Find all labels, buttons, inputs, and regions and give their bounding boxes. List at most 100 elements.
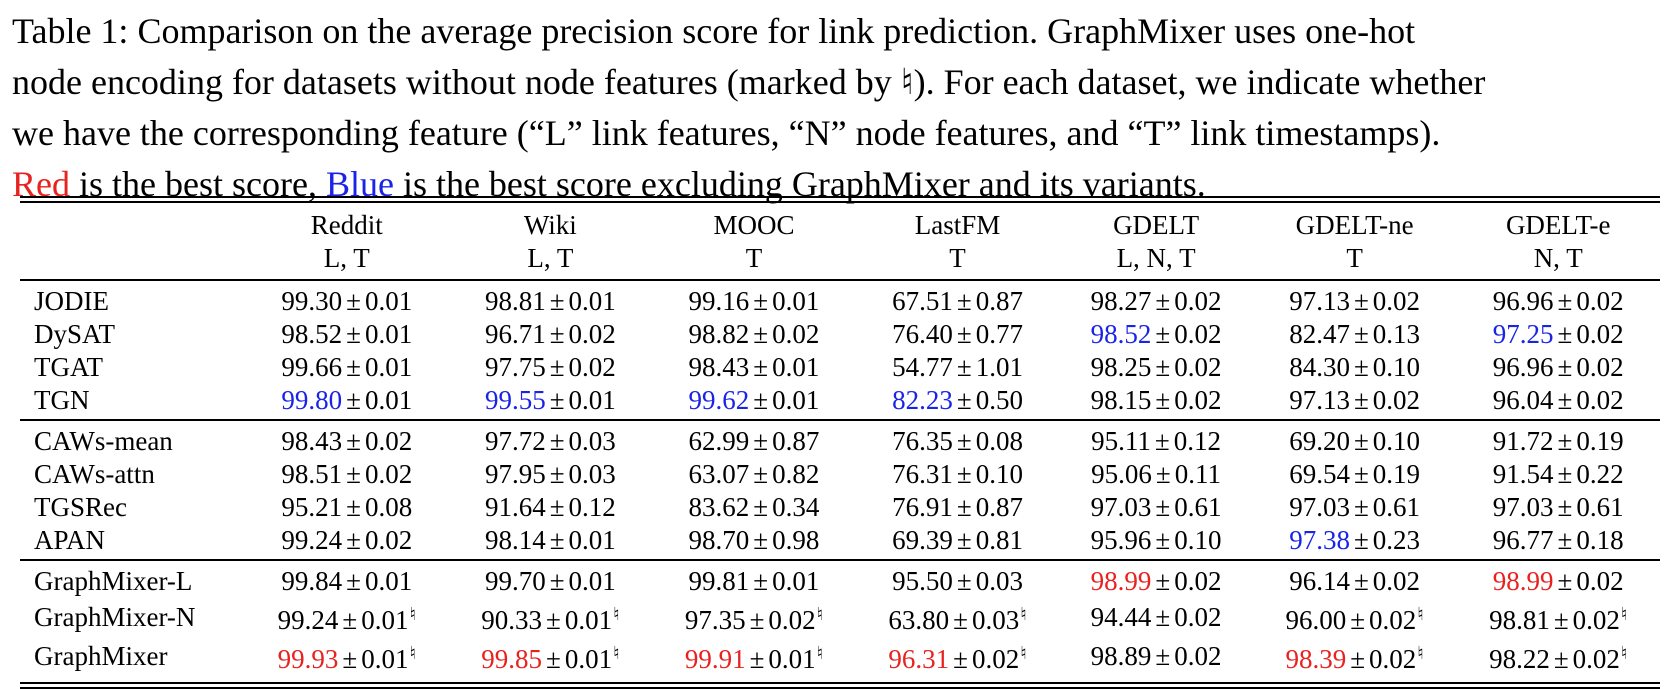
score-cell: 99.85 ±0.01♮ xyxy=(449,637,653,678)
score-mean: 98.70 xyxy=(688,525,750,555)
score-std: 0.19 xyxy=(1372,459,1421,489)
score-cell: 98.52 ±0.01 xyxy=(245,318,449,351)
score-cell: 98.70 ±0.98 xyxy=(652,524,856,560)
plus-minus-symbol: ± xyxy=(753,319,769,349)
score-mean: 95.50 xyxy=(892,566,953,596)
score-cell: 98.81 ±0.01 xyxy=(448,279,653,318)
plus-minus-symbol: ± xyxy=(1350,644,1366,674)
plus-minus-symbol: ± xyxy=(1557,385,1573,415)
score-std: 0.01 xyxy=(364,385,413,415)
score-std: 0.82 xyxy=(772,459,820,489)
plus-minus-symbol: ± xyxy=(1353,566,1369,596)
score-cell: 63.07 ±0.82 xyxy=(652,458,856,491)
score-cell: 82.47 ±0.13 xyxy=(1253,318,1457,351)
plus-minus-symbol: ± xyxy=(753,286,769,316)
score-mean: 96.96 xyxy=(1492,286,1554,316)
score-std: 0.50 xyxy=(975,385,1023,415)
plus-minus-symbol: ± xyxy=(1553,605,1569,635)
table-row: TGAT 99.66 ±0.01 97.75 ±0.02 98.43 ±0.01 54.77 ±… xyxy=(20,351,1660,384)
score-cell: 97.03 ±0.61 xyxy=(1253,491,1457,524)
score-cell: 96.77 ±0.18 xyxy=(1456,524,1660,560)
score-mean: 97.95 xyxy=(484,459,546,489)
score-mean: 98.39 xyxy=(1285,644,1347,674)
caption-line-3: we have the corresponding feature (“L” l… xyxy=(12,113,1441,153)
score-cell: 76.40 ±0.77 xyxy=(856,318,1060,351)
score-mean: 98.99 xyxy=(1492,566,1554,596)
plus-minus-symbol: ± xyxy=(346,352,361,382)
plus-minus-symbol: ± xyxy=(545,644,561,674)
score-std: 0.81 xyxy=(975,525,1023,555)
score-std: 0.01 xyxy=(768,644,816,674)
score-mean: 62.99 xyxy=(688,426,750,456)
score-cell: 98.14 ±0.01 xyxy=(449,524,653,560)
score-std: 0.22 xyxy=(1576,459,1624,489)
score-mean: 99.93 xyxy=(277,644,339,674)
score-std: 0.02 xyxy=(1572,644,1620,674)
score-mean: 97.25 xyxy=(1492,319,1554,349)
table-row: GraphMixer-L 99.84 ±0.01 99.70 ±0.01 99.81 ±0.… xyxy=(20,559,1660,598)
score-mean: 96.04 xyxy=(1492,385,1554,415)
plus-minus-symbol: ± xyxy=(956,525,972,555)
score-mean: 98.43 xyxy=(688,352,750,382)
score-cell: 97.95 ±0.03 xyxy=(449,458,653,491)
score-mean: 54.77 xyxy=(892,352,953,382)
score-std: 0.02 xyxy=(1174,352,1222,382)
score-mean: 99.62 xyxy=(688,385,750,415)
plus-minus-symbol: ± xyxy=(956,426,972,456)
score-std: 0.02 xyxy=(364,426,413,456)
score-mean: 94.44 xyxy=(1090,602,1152,632)
plus-minus-symbol: ± xyxy=(956,286,972,316)
score-cell: 99.80 ±0.01 xyxy=(245,384,449,420)
score-std: 0.01 xyxy=(568,286,616,316)
score-std: 0.01 xyxy=(772,385,820,415)
score-mean: 76.91 xyxy=(892,492,953,522)
score-mean: 97.75 xyxy=(484,352,546,382)
method-name: DySAT xyxy=(34,319,116,349)
score-cell: 99.81 ±0.01 xyxy=(652,559,856,598)
score-cell: 76.31 ±0.10 xyxy=(856,458,1060,491)
plus-minus-symbol: ± xyxy=(1557,426,1573,456)
score-std: 0.01 xyxy=(564,605,613,635)
score-cell: 69.20 ±0.10 xyxy=(1252,419,1457,458)
score-cell: 97.35 ±0.02♮ xyxy=(652,598,856,637)
plus-minus-symbol: ± xyxy=(956,566,972,596)
score-std: 0.02 xyxy=(568,352,616,382)
plus-minus-symbol: ± xyxy=(549,352,565,382)
plus-minus-symbol: ± xyxy=(753,352,769,382)
caption-line-2: node encoding for datasets without node … xyxy=(12,62,1486,102)
plus-minus-symbol: ± xyxy=(1155,286,1171,316)
score-mean: 97.35 xyxy=(684,605,746,635)
plus-minus-symbol: ± xyxy=(549,385,565,415)
score-std: 0.02 xyxy=(1576,352,1624,382)
plus-minus-symbol: ± xyxy=(953,605,968,635)
plus-minus-symbol: ± xyxy=(753,525,769,555)
column-header-gdelt-e: GDELT-e xyxy=(1505,210,1611,240)
column-header-wiki: Wiki xyxy=(523,210,577,240)
score-cell: 97.75 ±0.02 xyxy=(449,351,653,384)
plus-minus-symbol: ± xyxy=(1155,492,1171,522)
score-std: 0.77 xyxy=(975,319,1023,349)
score-std: 0.98 xyxy=(772,525,820,555)
plus-minus-symbol: ± xyxy=(1353,492,1369,522)
score-std: 0.61 xyxy=(1372,492,1421,522)
score-cell: 98.43 ±0.01 xyxy=(652,351,856,384)
score-mean: 98.99 xyxy=(1090,566,1152,596)
plus-minus-symbol: ± xyxy=(1155,385,1171,415)
score-cell: 54.77 ±1.01 xyxy=(856,351,1060,384)
score-mean: 96.14 xyxy=(1289,566,1350,596)
plus-minus-symbol: ± xyxy=(1557,319,1573,349)
score-mean: 98.27 xyxy=(1090,286,1152,316)
score-cell: 99.93 ±0.01♮ xyxy=(245,637,449,678)
score-cell: 91.72 ±0.19 xyxy=(1456,419,1660,458)
score-std: 0.10 xyxy=(975,459,1023,489)
column-features-wiki: L, T xyxy=(527,243,574,273)
score-mean: 98.14 xyxy=(484,525,546,555)
score-std: 0.01 xyxy=(361,644,409,674)
table-row: DySAT 98.52 ±0.01 96.71 ±0.02 98.82 ±0.02 76.40… xyxy=(20,318,1660,351)
column-features-gdelt-ne: T xyxy=(1346,243,1363,273)
score-mean: 96.71 xyxy=(484,319,546,349)
plus-minus-symbol: ± xyxy=(1155,641,1171,671)
plus-minus-symbol: ± xyxy=(346,286,361,316)
method-name: TGAT xyxy=(34,352,103,382)
score-std: 0.02 xyxy=(1369,644,1417,674)
